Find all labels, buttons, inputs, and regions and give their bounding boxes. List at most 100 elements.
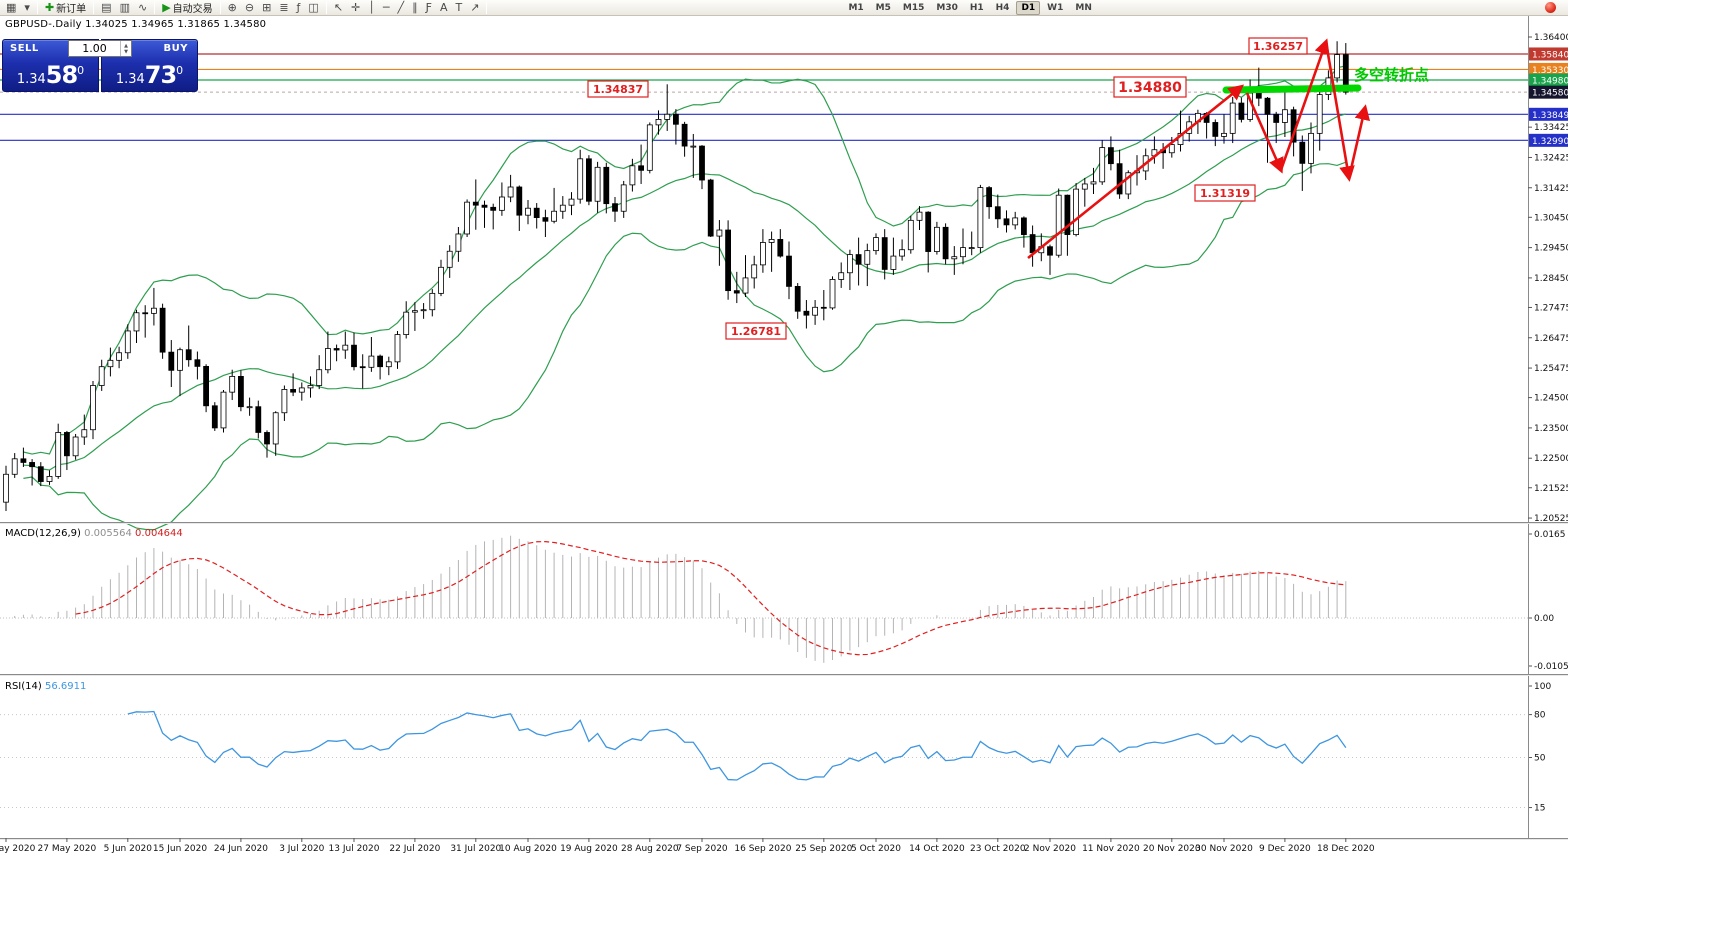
macd-panel: 0.0165 0.00 -0.0105710 xyxy=(0,530,1568,672)
price-tag xyxy=(1529,73,1568,87)
annotation-text[interactable]: 多空转折点 xyxy=(1354,66,1429,84)
date-label: 28 Aug 2020 xyxy=(621,844,679,854)
indicators-icon[interactable]: ƒ xyxy=(293,0,305,15)
date-label: 2 Nov 2020 xyxy=(1024,844,1076,854)
bollinger-bands xyxy=(23,65,1347,531)
rsi-axis-label: 100 xyxy=(1534,682,1551,692)
svg-text:1.34580: 1.34580 xyxy=(1532,89,1568,99)
spinner-up-icon[interactable]: ▲ xyxy=(124,42,128,49)
support-band[interactable] xyxy=(1222,84,1362,94)
toolbar-separator xyxy=(93,1,95,14)
arrows-tool-icon[interactable]: ↗ xyxy=(466,0,483,15)
status-dot-icon[interactable] xyxy=(1545,2,1556,13)
price-label-text: 1.36257 xyxy=(1253,40,1303,53)
volume-input[interactable]: 1.00 ▲ ▼ xyxy=(68,40,132,57)
timeframe-H4[interactable]: H4 xyxy=(995,2,1010,13)
new-chart-icon[interactable]: ▦ xyxy=(2,0,20,15)
price-label-box[interactable] xyxy=(1248,37,1308,55)
text-tool-icon[interactable]: A xyxy=(436,0,452,15)
candlestick-chart-icon[interactable]: ▥ xyxy=(116,0,134,15)
autotrade-group: ▶ 自动交易 xyxy=(158,0,216,16)
text-label-icon[interactable]: T xyxy=(451,0,466,15)
zoom-out-icon[interactable]: ⊖ xyxy=(241,0,258,15)
macd-axis-label: 0.0165 xyxy=(1534,530,1566,540)
trend-arrow[interactable] xyxy=(1245,92,1284,174)
date-label: 5 Jun 2020 xyxy=(104,844,153,854)
toolbar: ▦ ▾ ✚ 新订单 ▤ ▥ ∿ ▶ 自动交易 ⊕ ⊖ ⊞ ≣ ƒ ◫ ↖ ✛ │ ─ ╱ ∥ Ƒ A T ↗ M1 M5 M15 M30… xyxy=(0,0,1568,16)
trend-arrow[interactable] xyxy=(1279,38,1330,171)
rsi-value: 56.6911 xyxy=(44,681,87,692)
macd-axis-label: 0.00 xyxy=(1534,614,1554,624)
autotrading-button[interactable]: ▶ 自动交易 xyxy=(158,0,216,16)
price-label-box[interactable] xyxy=(587,80,649,98)
price-axis-label: 1.24500 xyxy=(1534,394,1568,404)
trend-arrow[interactable] xyxy=(1027,84,1245,260)
rsi-axis-label: 80 xyxy=(1534,711,1546,721)
vertical-line-icon[interactable]: │ xyxy=(364,0,379,15)
objects-list-icon[interactable]: ≣ xyxy=(275,0,292,15)
date-label: 5 Oct 2020 xyxy=(851,844,901,854)
timeframe-MN[interactable]: MN xyxy=(1075,2,1092,13)
new-order-button-label: 新订单 xyxy=(56,4,87,15)
timeframe-M1[interactable]: M1 xyxy=(848,2,864,13)
price-label-box[interactable] xyxy=(1113,76,1187,98)
price-chart-layer xyxy=(0,41,1528,531)
zoom-in-icon[interactable]: ⊕ xyxy=(224,0,241,15)
chart-objects-layer[interactable]: 1.36257 1.34880 1.34837 1.31319 1.26781 多空转折点 xyxy=(587,37,1429,340)
trend-arrow[interactable] xyxy=(1324,41,1355,182)
navigator-icon[interactable]: ◫ xyxy=(304,0,322,15)
spinner-down-icon[interactable]: ▼ xyxy=(124,48,128,55)
svg-text:1.34980: 1.34980 xyxy=(1532,77,1568,87)
macd-name: MACD(12,26,9) xyxy=(5,528,81,539)
macd-histogram xyxy=(14,535,1347,663)
price-label-box[interactable] xyxy=(725,322,787,340)
tile-windows-icon[interactable]: ⊞ xyxy=(258,0,275,15)
bar-chart-icon[interactable]: ▤ xyxy=(97,0,115,15)
zoom-in-icon: ⊕ xyxy=(227,0,237,14)
chart-list-dropdown-icon[interactable]: ▾ xyxy=(20,0,34,15)
date-label: 24 Jun 2020 xyxy=(214,844,268,854)
trendline-icon: ╱ xyxy=(397,0,405,14)
date-label: 18 Dec 2020 xyxy=(1317,844,1375,854)
cursor-icon[interactable]: ↖ xyxy=(330,0,347,15)
new-order-button[interactable]: ✚ 新订单 xyxy=(41,0,90,16)
date-label: 14 Oct 2020 xyxy=(909,844,965,854)
fibonacci-icon: Ƒ xyxy=(425,0,432,14)
timeframe-W1[interactable]: W1 xyxy=(1047,2,1064,13)
timeframe-M30[interactable]: M30 xyxy=(936,2,958,13)
volume-spinner[interactable]: ▲ ▼ xyxy=(120,41,131,56)
price-axis-label: 1.20525 xyxy=(1534,514,1568,524)
date-label: 15 Jun 2020 xyxy=(153,844,207,854)
autotrading-button-label: 自动交易 xyxy=(172,4,213,15)
horizontal-lines[interactable] xyxy=(0,53,1528,141)
price-axis-label: 1.21525 xyxy=(1534,484,1568,494)
fibonacci-icon[interactable]: Ƒ xyxy=(422,0,436,15)
timeframe-M5[interactable]: M5 xyxy=(875,2,891,13)
text-tool-icon: A xyxy=(439,0,448,14)
crosshair-icon[interactable]: ✛ xyxy=(347,0,364,15)
rsi-line xyxy=(127,710,1347,781)
new-chart-icon: ▦ xyxy=(6,0,17,14)
price-axis-label: 1.26475 xyxy=(1534,334,1568,344)
price-label-box[interactable] xyxy=(1194,184,1256,202)
horizontal-line-icon[interactable]: ─ xyxy=(379,0,394,15)
timeframe-H1[interactable]: H1 xyxy=(969,2,984,13)
date-label: 27 May 2020 xyxy=(38,844,97,854)
date-label: 13 Jul 2020 xyxy=(329,844,380,854)
autotrading-button: ▶ xyxy=(162,0,171,14)
candlesticks xyxy=(3,41,1349,511)
price-axis-label: 1.30450 xyxy=(1534,213,1568,223)
date-label: 3 Jul 2020 xyxy=(279,844,324,854)
price-axis-label: 1.32425 xyxy=(1534,153,1568,163)
price-label-text: 1.34837 xyxy=(593,83,643,96)
timeframe-M15[interactable]: M15 xyxy=(902,2,925,13)
line-chart-icon[interactable]: ∿ xyxy=(134,0,151,15)
price-axis[interactable]: 1.36400 1.33425 1.32425 1.31425 1.30450 1.294… xyxy=(0,16,1568,854)
trendline-icon[interactable]: ╱ xyxy=(394,0,409,15)
trend-arrow[interactable] xyxy=(1347,104,1370,179)
channel-icon[interactable]: ∥ xyxy=(408,0,422,15)
timeframe-D1[interactable]: D1 xyxy=(1016,0,1041,15)
buy-button[interactable]: BUY 1.34730 xyxy=(101,39,198,92)
